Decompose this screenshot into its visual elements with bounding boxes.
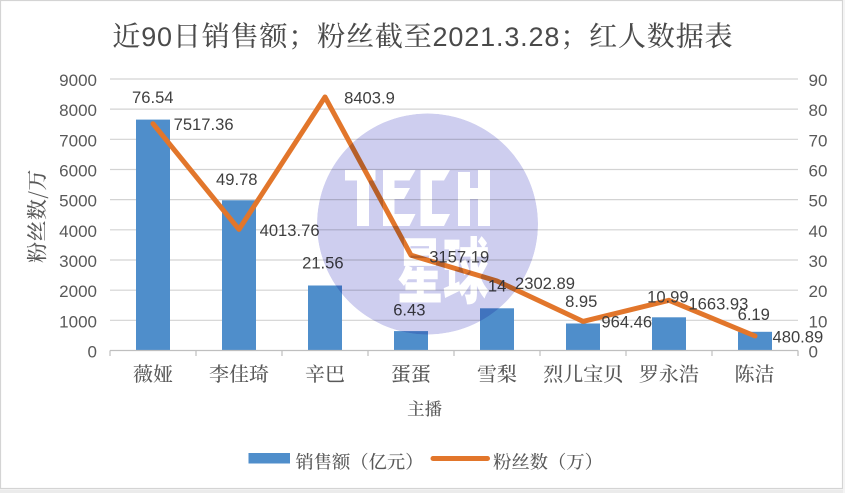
svg-text:0: 0 — [88, 342, 97, 361]
svg-text:60: 60 — [809, 161, 828, 180]
svg-text:30: 30 — [809, 252, 828, 271]
svg-text:10: 10 — [809, 312, 828, 331]
svg-text:49.78: 49.78 — [216, 170, 258, 189]
svg-text:480.89: 480.89 — [773, 327, 824, 346]
svg-text:2302.89: 2302.89 — [515, 274, 575, 293]
svg-text:70: 70 — [809, 131, 828, 150]
svg-text:7517.36: 7517.36 — [174, 115, 234, 134]
svg-text:50: 50 — [809, 192, 828, 211]
svg-text:10.99: 10.99 — [647, 288, 689, 307]
svg-text:8.95: 8.95 — [565, 292, 597, 311]
svg-text:964.46: 964.46 — [601, 312, 652, 331]
svg-text:0: 0 — [809, 342, 818, 361]
svg-text:2000: 2000 — [59, 282, 97, 301]
svg-text:4013.76: 4013.76 — [260, 221, 320, 240]
svg-text:5000: 5000 — [59, 192, 97, 211]
svg-text:8000: 8000 — [59, 101, 97, 120]
svg-text:7000: 7000 — [59, 131, 97, 150]
svg-text:6000: 6000 — [59, 161, 97, 180]
svg-text:3000: 3000 — [59, 252, 97, 271]
svg-text:1000: 1000 — [59, 312, 97, 331]
svg-text:9000: 9000 — [59, 71, 97, 90]
svg-text:90: 90 — [141, 22, 173, 52]
svg-text:8403.9: 8403.9 — [344, 89, 395, 108]
svg-text:76.54: 76.54 — [132, 88, 174, 107]
svg-text:20: 20 — [809, 282, 828, 301]
svg-text:1663.93: 1663.93 — [688, 295, 748, 314]
svg-text:90: 90 — [809, 71, 828, 90]
svg-text:6.19: 6.19 — [738, 305, 770, 324]
svg-text:4000: 4000 — [59, 222, 97, 241]
svg-text:80: 80 — [809, 101, 828, 120]
svg-text:2021.3.28: 2021.3.28 — [433, 22, 561, 52]
svg-text:40: 40 — [809, 222, 828, 241]
